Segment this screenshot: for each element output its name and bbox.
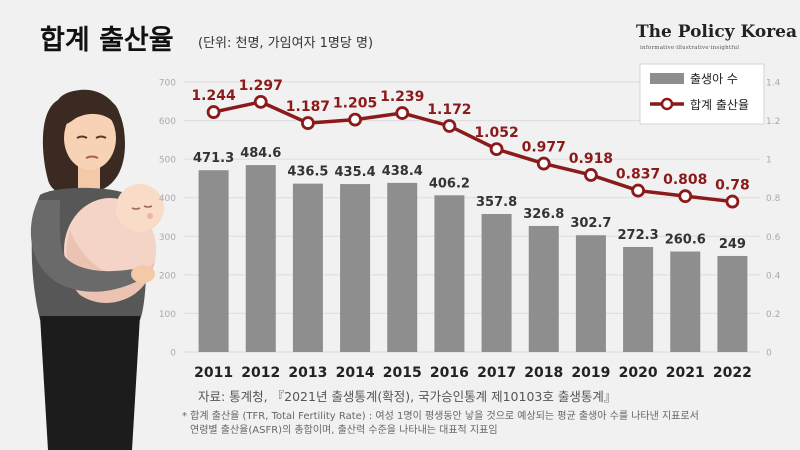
bar-value-label: 484.6: [240, 146, 281, 161]
bar-value-label: 438.4: [382, 164, 423, 179]
legend-line-marker: [660, 97, 674, 111]
footnote: * 합계 출산율 (TFR, Total Fertility Rate) : 여…: [182, 410, 782, 438]
bar-value-label: 260.6: [665, 232, 706, 247]
left-axis-tick-label: 700: [159, 79, 176, 89]
rate-point-2018: [536, 156, 551, 171]
x-tick-label: 2014: [336, 365, 375, 381]
x-tick-label: 2020: [619, 365, 658, 381]
bar-value-label: 272.3: [618, 228, 659, 243]
left-axis-tick-label: 300: [159, 233, 176, 243]
x-tick-label: 2016: [430, 365, 469, 381]
bar-2017: [481, 213, 512, 352]
legend-line-label: 합계 출산율: [690, 98, 749, 112]
bar-2013: [292, 183, 323, 352]
bar-2021: [670, 251, 701, 352]
x-tick-label: 2012: [241, 365, 280, 381]
rate-value-label: 1.187: [286, 99, 330, 115]
fertility-rate-line: [213, 100, 733, 204]
rate-value-label: 1.172: [427, 102, 471, 118]
left-axis-tick-label: 200: [159, 271, 176, 281]
right-axis-tick-label: 1: [766, 156, 772, 166]
brand-tagline: informative·illustrative·insightful: [640, 45, 740, 51]
left-axis-tick-label: 0: [170, 349, 176, 359]
rate-point-2017: [489, 142, 504, 157]
bar-value-label: 326.8: [523, 207, 564, 222]
bar-2020: [623, 246, 654, 352]
rate-point-2019: [584, 168, 598, 182]
rate-value-label: 0.78: [715, 178, 750, 194]
brand-logo: The Policy Korea: [636, 22, 798, 42]
rate-point-2020: [631, 183, 645, 198]
rate-point-2011: [206, 105, 221, 119]
bar-value-label: 357.8: [476, 195, 517, 210]
right-axis-tick-label: 0.4: [766, 271, 781, 281]
right-axis-tick-label: 0.2: [766, 310, 780, 320]
source-text: 자료: 통계청, 『2021년 출생통계(확정), 국가승인통계 제10103호…: [198, 389, 617, 404]
bar-value-label: 406.2: [429, 176, 470, 191]
x-tick-label: 2022: [713, 365, 752, 381]
rate-point-2021: [678, 189, 693, 204]
bar-value-label: 471.3: [193, 151, 234, 166]
left-axis-tick-label: 100: [159, 310, 176, 320]
x-tick-label: 2013: [288, 365, 327, 381]
bar-value-label: 435.4: [335, 165, 376, 180]
bar-2011: [198, 170, 229, 352]
legend: 출생아 수 합계 출산율: [639, 63, 765, 125]
legend-bar-swatch: [650, 73, 684, 84]
rate-value-label: 0.837: [616, 167, 660, 183]
right-axis-tick-label: 1.4: [766, 79, 781, 89]
legend-bar-label: 출생아 수: [690, 72, 738, 86]
x-tick-label: 2019: [571, 365, 610, 381]
rate-value-label: 0.918: [569, 151, 613, 167]
rate-value-label: 1.297: [239, 78, 283, 94]
x-tick-label: 2018: [524, 365, 563, 381]
rate-value-label: 0.977: [522, 140, 566, 156]
rate-value-label: 1.244: [191, 88, 236, 104]
bar-2014: [340, 184, 371, 352]
bar-2015: [387, 182, 418, 352]
rate-value-label: 0.808: [663, 172, 707, 188]
rate-value-label: 1.052: [474, 125, 518, 141]
right-axis-tick-label: 1.2: [766, 117, 780, 127]
page-title: 합계 출산율: [40, 25, 174, 56]
page-subtitle: (단위: 천명, 가임여자 1명당 명): [198, 36, 374, 51]
rate-point-2014: [348, 112, 362, 127]
right-axis-tick-label: 0: [766, 349, 772, 359]
footnote-line-1: * 합계 출산율 (TFR, Total Fertility Rate) : 여…: [182, 411, 699, 422]
x-tick-label: 2011: [194, 365, 233, 381]
rate-point-2015: [395, 106, 410, 120]
left-axis-tick-label: 600: [159, 117, 176, 127]
footnote-line-2: 연령별 출산율(ASFR)의 총합이며, 출산력 수준을 나타내는 대표적 지표…: [190, 425, 498, 436]
rate-value-label: 1.205: [333, 96, 377, 112]
bar-2022: [717, 255, 748, 352]
bar-value-label: 302.7: [570, 216, 611, 231]
rate-value-label: 1.239: [380, 89, 424, 105]
rate-point-2022: [725, 194, 740, 209]
rate-point-2012: [253, 94, 268, 109]
rate-point-2016: [442, 119, 457, 133]
left-axis-tick-label: 500: [159, 156, 176, 166]
bar-2016: [434, 195, 465, 352]
mother-baby-illustration: [30, 89, 164, 450]
rate-point-2013: [301, 116, 315, 130]
bar-2018: [528, 225, 559, 352]
bar-2019: [575, 235, 606, 352]
left-axis-tick-label: 400: [159, 194, 176, 204]
right-axis-tick-label: 0.6: [766, 233, 781, 243]
right-axis-tick-label: 0.8: [766, 194, 781, 204]
bar-value-label: 249: [719, 237, 746, 252]
x-tick-label: 2021: [666, 365, 705, 381]
bar-2012: [245, 165, 276, 352]
x-tick-label: 2017: [477, 365, 516, 381]
bar-value-label: 436.5: [287, 165, 328, 180]
x-tick-label: 2015: [383, 365, 422, 381]
